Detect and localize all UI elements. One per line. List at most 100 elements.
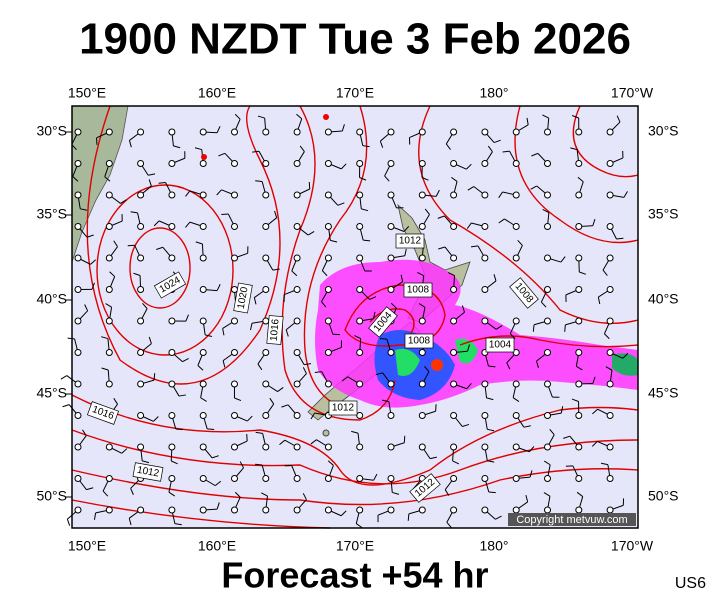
barb-station	[388, 192, 394, 198]
barb-station	[263, 476, 269, 482]
title: 1900 NZDT Tue 3 Feb 2026	[79, 15, 631, 64]
barb-station	[576, 413, 582, 419]
barb-station	[451, 318, 457, 324]
barb-station	[545, 287, 551, 293]
barb-station	[75, 192, 81, 198]
barb-station	[200, 287, 206, 293]
barb-station	[325, 476, 331, 482]
barb-station	[419, 192, 425, 198]
barb-station	[607, 161, 613, 167]
barb-station	[169, 129, 175, 135]
barb-station	[294, 413, 300, 419]
barb-feather	[176, 429, 183, 430]
barb-station	[106, 161, 112, 167]
barb-station	[607, 129, 613, 135]
barb-station	[576, 129, 582, 135]
barb-feather	[380, 339, 387, 340]
barb-station	[294, 255, 300, 261]
barb-station	[294, 350, 300, 356]
barb-station	[138, 413, 144, 419]
barb-station	[232, 413, 238, 419]
barb-station	[75, 381, 81, 387]
barb-station	[263, 161, 269, 167]
barb-station	[388, 255, 394, 261]
barb-station	[357, 381, 363, 387]
barb-station	[513, 255, 519, 261]
barb-station	[263, 192, 269, 198]
barb-station	[169, 381, 175, 387]
lat-label: 45°S	[648, 385, 679, 401]
barb-station	[232, 381, 238, 387]
barb-station	[169, 161, 175, 167]
barb-station	[451, 224, 457, 230]
barb-station	[451, 381, 457, 387]
barb-station	[138, 224, 144, 230]
barb-station	[263, 413, 269, 419]
barb-station	[451, 129, 457, 135]
barb-station	[200, 129, 206, 135]
barb-station	[325, 129, 331, 135]
barb-station	[419, 413, 425, 419]
barb-station	[451, 350, 457, 356]
barb-station	[75, 350, 81, 356]
barb-station	[294, 192, 300, 198]
barb-station	[200, 161, 206, 167]
barb-station	[169, 255, 175, 261]
barb-station	[482, 507, 488, 513]
barb-station	[388, 444, 394, 450]
barb-station	[607, 444, 613, 450]
barb-station	[200, 507, 206, 513]
barb-station	[419, 444, 425, 450]
barb-station	[576, 287, 582, 293]
barb-station	[357, 287, 363, 293]
barb-station	[388, 161, 394, 167]
barb-station	[232, 444, 238, 450]
isobar-label: 1012	[329, 401, 357, 415]
isobar-label-text: 1008	[408, 336, 431, 347]
barb-station	[169, 318, 175, 324]
lat-label: 35°S	[648, 206, 679, 222]
barb-station	[106, 287, 112, 293]
barb-station	[388, 381, 394, 387]
barb-station	[169, 224, 175, 230]
barb-station	[138, 161, 144, 167]
isobar-label: 1004	[486, 338, 514, 352]
lat-label: 30°S	[648, 123, 679, 139]
barb-station	[138, 255, 144, 261]
barb-station	[388, 129, 394, 135]
barb-station	[75, 318, 81, 324]
isobar-label-text: 1004	[489, 340, 512, 351]
barb-station	[357, 224, 363, 230]
barb-station	[545, 444, 551, 450]
barb-feather	[408, 514, 409, 521]
barb-station	[607, 224, 613, 230]
barb-station	[325, 381, 331, 387]
barb-station	[482, 381, 488, 387]
barb-station	[482, 318, 488, 324]
barb-station	[545, 381, 551, 387]
barb-station	[294, 224, 300, 230]
barb-station	[138, 444, 144, 450]
barb-station	[294, 129, 300, 135]
barb-station	[294, 318, 300, 324]
extreme-precipitation	[431, 359, 443, 371]
barb-feather	[154, 373, 155, 380]
barb-station	[451, 444, 457, 450]
barb-station	[294, 476, 300, 482]
barb-station	[482, 129, 488, 135]
barb-station	[357, 161, 363, 167]
barb-station	[325, 287, 331, 293]
isobar-label: 1012	[396, 234, 424, 248]
barb-station	[106, 129, 112, 135]
barb-station	[75, 476, 81, 482]
barb-station	[75, 507, 81, 513]
isobar-label-text: 1012	[332, 403, 355, 414]
barb-station	[451, 192, 457, 198]
barb-station	[138, 350, 144, 356]
barb-station	[388, 350, 394, 356]
barb-station	[357, 318, 363, 324]
barb-station	[545, 318, 551, 324]
barb-station	[607, 255, 613, 261]
barb-station	[451, 255, 457, 261]
barb-station	[419, 255, 425, 261]
